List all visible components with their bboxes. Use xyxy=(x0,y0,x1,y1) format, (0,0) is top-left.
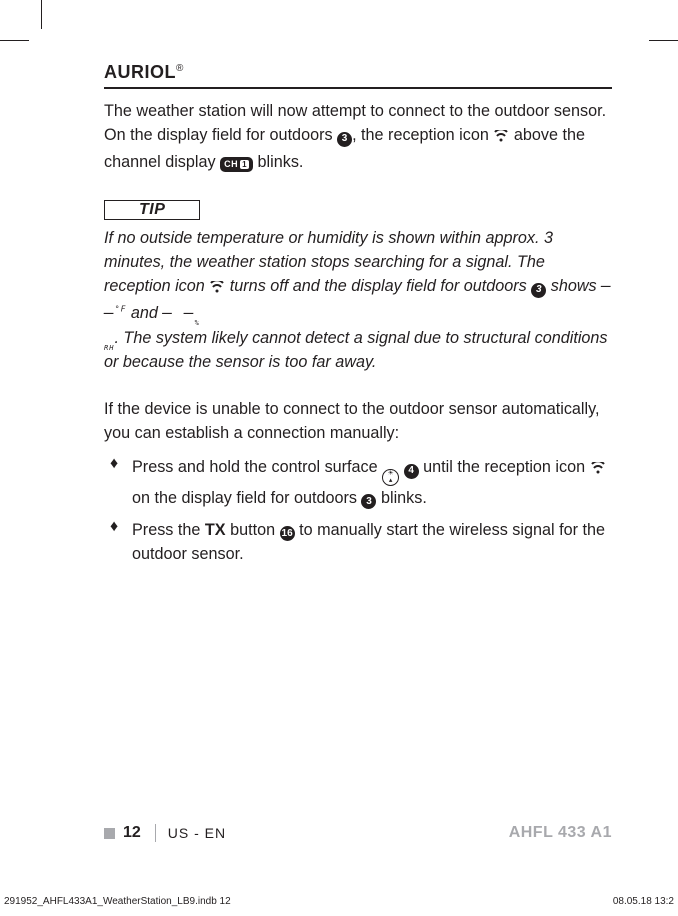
page-content: AURIOL® The weather station will now att… xyxy=(104,62,612,567)
ref-circle-3: 3 xyxy=(337,132,352,147)
tip-label: TIP xyxy=(139,201,165,218)
ref-circle-16: 16 xyxy=(280,526,295,541)
footer-left: 12 US - EN xyxy=(104,824,226,842)
b2-t2: button xyxy=(226,521,280,539)
intro-paragraph: The weather station will now attempt to … xyxy=(104,99,612,174)
diamond-bullet: ♦ xyxy=(104,455,132,510)
print-date: 08.05.18 13:2 xyxy=(613,896,674,907)
manual-intro: If the device is unable to connect to th… xyxy=(104,397,612,446)
ref-circle-3: 3 xyxy=(531,283,546,298)
intro-text-2: , the reception icon xyxy=(352,126,493,144)
page-footer: 12 US - EN AHFL 433 A1 xyxy=(104,824,612,842)
pct: % xyxy=(195,319,200,327)
signal-icon xyxy=(590,457,606,481)
tip-text-2: turns off and the display field for outd… xyxy=(225,277,531,295)
bullet-list: ♦ Press and hold the control surface ☀▴ … xyxy=(104,455,612,566)
intro-text-4: blinks. xyxy=(253,153,303,171)
footer-language: US - EN xyxy=(168,825,226,841)
bullet-item: ♦ Press and hold the control surface ☀▴ … xyxy=(104,455,612,510)
b1-t1: Press and hold the control surface xyxy=(132,458,382,476)
ch-label: CH xyxy=(224,158,238,172)
bullet-1-content: Press and hold the control surface ☀▴ 4 … xyxy=(132,455,612,510)
channel-badge: CH1 xyxy=(220,157,253,173)
signal-icon xyxy=(209,276,225,300)
brand-name: AURIOL xyxy=(104,62,176,82)
tip-paragraph: If no outside temperature or humidity is… xyxy=(104,226,612,375)
b1-t4: blinks. xyxy=(376,489,426,507)
b1-t3: on the display field for outdoors xyxy=(132,489,361,507)
ch-number: 1 xyxy=(240,160,249,170)
footer-model: AHFL 433 A1 xyxy=(509,824,612,842)
sup-f: °F xyxy=(115,304,127,313)
crop-mark-horizontal-left xyxy=(0,40,29,41)
ref-circle-4: 4 xyxy=(404,464,419,479)
print-file: 291952_AHFL433A1_WeatherStation_LB9.indb… xyxy=(4,896,231,907)
sensor-button-icon: ☀▴ xyxy=(382,469,399,486)
tip-text-3: shows xyxy=(546,277,601,295)
print-metadata-line: 291952_AHFL433A1_WeatherStation_LB9.indb… xyxy=(0,896,678,907)
tip-box: TIP xyxy=(104,200,200,220)
b1-t2: until the reception icon xyxy=(419,458,590,476)
b2-t1: Press the xyxy=(132,521,205,539)
crop-mark-horizontal-right xyxy=(649,40,678,41)
crop-mark-vertical xyxy=(41,0,42,29)
brand-registered: ® xyxy=(176,63,184,74)
page-number: 12 xyxy=(123,824,141,842)
dash2: – – xyxy=(162,303,194,322)
header-rule xyxy=(104,87,612,89)
rh: RH xyxy=(104,344,114,352)
tx-label: TX xyxy=(205,521,226,539)
footer-square xyxy=(104,828,115,839)
ref-circle-3: 3 xyxy=(361,494,376,509)
diamond-bullet: ♦ xyxy=(104,518,132,567)
tip-text-4: and xyxy=(126,304,162,322)
bullet-item: ♦ Press the TX button 16 to manually sta… xyxy=(104,518,612,567)
signal-icon xyxy=(493,125,509,149)
bullet-2-content: Press the TX button 16 to manually start… xyxy=(132,518,612,567)
tip-text-5: . The system likely cannot detect a sign… xyxy=(104,329,608,372)
brand-logo: AURIOL® xyxy=(104,62,612,83)
footer-divider xyxy=(155,824,156,842)
